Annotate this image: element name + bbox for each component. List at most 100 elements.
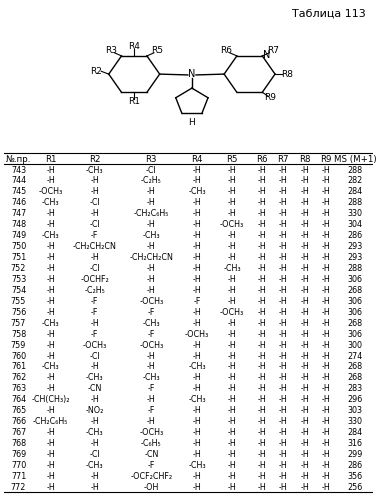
Text: R6: R6 <box>256 154 268 164</box>
Text: 304: 304 <box>348 220 362 229</box>
Text: -H: -H <box>279 318 288 328</box>
Text: -H: -H <box>322 210 330 218</box>
Text: -H: -H <box>228 450 236 459</box>
Text: 752: 752 <box>11 264 26 273</box>
Text: -H: -H <box>322 417 330 426</box>
Text: -H: -H <box>46 406 55 415</box>
Text: -H: -H <box>322 406 330 415</box>
Text: -Cl: -Cl <box>146 166 157 174</box>
Text: 356: 356 <box>347 472 362 481</box>
Text: -H: -H <box>90 472 99 481</box>
Text: -H: -H <box>300 264 309 273</box>
Text: R7: R7 <box>277 154 289 164</box>
Text: -H: -H <box>147 396 156 404</box>
Text: -H: -H <box>257 188 266 196</box>
Text: -H: -H <box>228 286 236 295</box>
Text: -H: -H <box>193 406 202 415</box>
Text: 284: 284 <box>347 428 362 437</box>
Text: -H: -H <box>193 439 202 448</box>
Text: -F: -F <box>91 231 98 240</box>
Text: -CH₃: -CH₃ <box>188 461 206 470</box>
Text: -H: -H <box>257 242 266 251</box>
Text: -H: -H <box>257 362 266 372</box>
Text: -H: -H <box>228 374 236 382</box>
Text: 750: 750 <box>11 242 26 251</box>
Text: -CH₂C₆H₅: -CH₂C₆H₅ <box>33 417 68 426</box>
Text: -H: -H <box>300 461 309 470</box>
Text: -H: -H <box>322 352 330 360</box>
Text: -H: -H <box>90 253 99 262</box>
Text: -H: -H <box>193 340 202 349</box>
Text: 762: 762 <box>11 374 26 382</box>
Text: -H: -H <box>300 253 309 262</box>
Text: -H: -H <box>90 396 99 404</box>
Text: -Cl: -Cl <box>89 264 100 273</box>
Text: -H: -H <box>147 286 156 295</box>
Text: 286: 286 <box>347 461 362 470</box>
Text: -H: -H <box>279 275 288 284</box>
Text: -H: -H <box>257 406 266 415</box>
Text: -H: -H <box>257 396 266 404</box>
Text: 761: 761 <box>11 362 26 372</box>
Text: -H: -H <box>300 384 309 394</box>
Text: -H: -H <box>257 176 266 186</box>
Text: -OCH₃: -OCH₃ <box>83 340 107 349</box>
Text: -F: -F <box>148 330 155 338</box>
Text: -H: -H <box>46 275 55 284</box>
Text: -H: -H <box>46 374 55 382</box>
Text: -CH₃: -CH₃ <box>223 264 241 273</box>
Text: -H: -H <box>300 396 309 404</box>
Text: 288: 288 <box>347 264 362 273</box>
Text: 759: 759 <box>11 340 26 349</box>
Text: -H: -H <box>279 340 288 349</box>
Text: -H: -H <box>147 198 156 207</box>
Text: -H: -H <box>90 188 99 196</box>
Text: -H: -H <box>279 352 288 360</box>
Text: -H: -H <box>257 231 266 240</box>
Text: -CH₃: -CH₃ <box>42 231 60 240</box>
Text: -H: -H <box>228 439 236 448</box>
Text: -CH₃: -CH₃ <box>86 461 103 470</box>
Text: 256: 256 <box>347 483 363 492</box>
Text: -H: -H <box>228 198 236 207</box>
Text: -H: -H <box>147 417 156 426</box>
Text: 757: 757 <box>11 318 26 328</box>
Text: -CH₃: -CH₃ <box>143 318 160 328</box>
Text: -H: -H <box>300 362 309 372</box>
Text: -OCF₂CHF₂: -OCF₂CHF₂ <box>130 472 172 481</box>
Text: -H: -H <box>46 176 55 186</box>
Text: -H: -H <box>228 188 236 196</box>
Text: -CH₃: -CH₃ <box>42 198 60 207</box>
Text: -H: -H <box>193 242 202 251</box>
Text: -H: -H <box>300 450 309 459</box>
Text: -H: -H <box>228 166 236 174</box>
Text: -H: -H <box>322 396 330 404</box>
Text: -H: -H <box>322 483 330 492</box>
Text: -H: -H <box>257 384 266 394</box>
Text: -H: -H <box>300 188 309 196</box>
Text: -H: -H <box>46 253 55 262</box>
Text: -H: -H <box>257 297 266 306</box>
Text: -H: -H <box>279 330 288 338</box>
Text: -H: -H <box>228 417 236 426</box>
Text: -H: -H <box>193 176 202 186</box>
Text: 268: 268 <box>347 318 362 328</box>
Text: -H: -H <box>46 166 55 174</box>
Text: -H: -H <box>193 318 202 328</box>
Text: -H: -H <box>300 428 309 437</box>
Text: -H: -H <box>90 362 99 372</box>
Text: 306: 306 <box>348 297 362 306</box>
Text: -H: -H <box>279 264 288 273</box>
Text: -H: -H <box>257 275 266 284</box>
Text: -CN: -CN <box>144 450 159 459</box>
Text: -H: -H <box>257 374 266 382</box>
Text: -H: -H <box>46 483 55 492</box>
Text: -H: -H <box>279 297 288 306</box>
Text: 754: 754 <box>11 286 26 295</box>
Text: 300: 300 <box>348 340 362 349</box>
Text: -H: -H <box>300 417 309 426</box>
Text: -H: -H <box>322 308 330 317</box>
Text: -H: -H <box>90 210 99 218</box>
Text: -H: -H <box>193 308 202 317</box>
Text: -H: -H <box>322 472 330 481</box>
